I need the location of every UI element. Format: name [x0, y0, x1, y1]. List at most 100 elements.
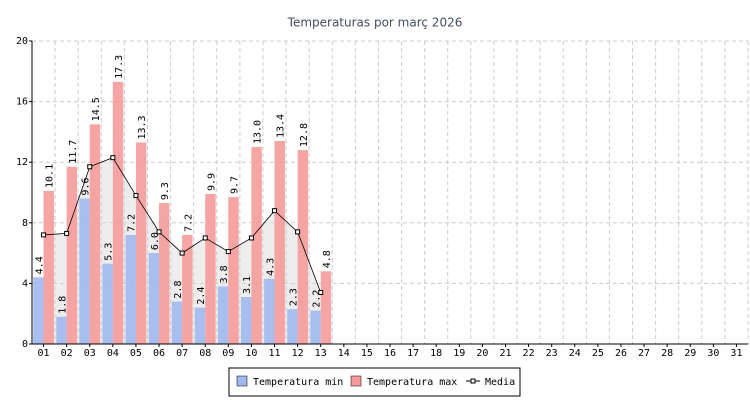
bar [66, 166, 78, 344]
x-tick-label: 14 [338, 348, 350, 359]
x-tick-label: 31 [730, 348, 742, 359]
value-label: 13.4 [276, 114, 287, 138]
bar [264, 278, 275, 344]
media-marker [41, 232, 47, 238]
x-tick-label: 08 [199, 348, 211, 359]
bar [171, 301, 183, 344]
y-tick-label: 4 [22, 278, 28, 289]
value-label: 13.3 [137, 115, 148, 139]
value-label: 4.8 [322, 250, 333, 268]
bar [217, 286, 229, 344]
chart-title: Temperaturas por març 2026 [287, 16, 463, 30]
x-tick-label: 07 [176, 348, 188, 359]
bar [102, 263, 113, 344]
legend-swatch [236, 375, 248, 387]
bar [205, 194, 216, 344]
bar [125, 234, 136, 344]
x-tick-label: 28 [661, 348, 673, 359]
legend-label: Temperatura min [253, 377, 343, 388]
x-tick-label: 18 [430, 348, 442, 359]
value-label: 9.9 [206, 173, 217, 191]
x-tick-label: 11 [268, 348, 280, 359]
x-tick-label: 01 [38, 348, 50, 359]
value-label: 9.3 [160, 182, 171, 200]
x-tick-label: 03 [84, 348, 96, 359]
bar [33, 277, 44, 344]
x-tick-label: 05 [130, 348, 142, 359]
value-label: 4.3 [265, 258, 276, 276]
x-tick-label: 29 [684, 348, 696, 359]
value-label: 11.7 [68, 140, 79, 164]
x-tick-label: 21 [499, 348, 511, 359]
value-label: 7.2 [127, 214, 138, 232]
value-label: 4.4 [34, 256, 45, 274]
value-label: 6.0 [150, 232, 161, 250]
media-marker [156, 229, 162, 235]
value-label: 17.3 [114, 55, 125, 79]
y-tick-label: 16 [16, 97, 28, 108]
x-tick-label: 10 [245, 348, 257, 359]
value-label: 9.7 [230, 176, 241, 194]
value-label: 3.8 [219, 265, 230, 283]
x-tick-label: 06 [153, 348, 165, 359]
value-label: 12.8 [299, 123, 310, 147]
bar [135, 142, 147, 344]
bar [274, 140, 285, 344]
x-tick-label: 04 [107, 348, 119, 359]
x-tick-label: 12 [292, 348, 304, 359]
media-marker [318, 289, 324, 295]
bar [194, 307, 206, 344]
x-tick-label: 25 [592, 348, 604, 359]
value-label: 5.3 [104, 243, 115, 261]
value-label: 9.6 [81, 177, 92, 195]
media-marker [87, 164, 93, 170]
legend-marker [470, 378, 476, 384]
media-marker [133, 193, 139, 199]
y-tick-label: 20 [16, 36, 28, 47]
x-tick-label: 26 [615, 348, 627, 359]
bar [287, 309, 298, 344]
x-tick-label: 17 [407, 348, 419, 359]
media-marker [202, 235, 208, 241]
value-label: 10.1 [45, 164, 56, 188]
value-label: 1.8 [57, 296, 68, 314]
x-tick-label: 27 [638, 348, 650, 359]
x-tick-label: 24 [569, 348, 581, 359]
value-label: 2.8 [173, 281, 184, 299]
legend-label: Media [485, 377, 515, 388]
x-tick-label: 02 [61, 348, 73, 359]
legend-label: Temperatura max [367, 377, 457, 388]
legend-swatch [350, 375, 362, 387]
x-tick-label: 09 [222, 348, 234, 359]
y-tick-label: 0 [22, 339, 28, 350]
media-marker [248, 235, 254, 241]
bar [228, 197, 239, 344]
x-tick-label: 22 [523, 348, 535, 359]
value-label: 3.1 [242, 276, 253, 294]
x-tick-label: 20 [476, 348, 488, 359]
value-label: 14.5 [91, 97, 102, 121]
value-label: 7.2 [183, 214, 194, 232]
media-marker [64, 230, 70, 236]
value-label: 13.0 [253, 120, 264, 144]
bar [251, 147, 262, 344]
x-tick-label: 30 [707, 348, 719, 359]
bar [159, 203, 170, 344]
x-tick-label: 16 [384, 348, 396, 359]
x-tick-label: 23 [546, 348, 558, 359]
media-marker [179, 250, 185, 256]
x-tick-label: 13 [315, 348, 327, 359]
media-marker [225, 249, 231, 255]
x-tick-label: 15 [361, 348, 373, 359]
bar [310, 310, 321, 344]
bar [112, 81, 124, 344]
value-label: 2.4 [196, 287, 207, 305]
value-label: 2.3 [288, 288, 299, 306]
y-tick-label: 12 [16, 157, 28, 168]
bar [182, 234, 193, 344]
media-marker [295, 229, 301, 235]
bar [320, 271, 332, 344]
bar [43, 190, 54, 344]
y-tick-label: 8 [22, 218, 28, 229]
